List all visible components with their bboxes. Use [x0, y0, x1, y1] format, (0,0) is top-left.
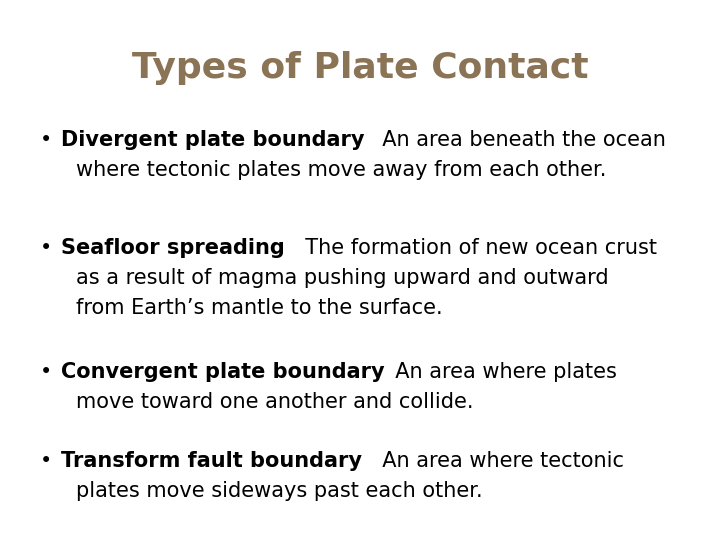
- Text: Convergent plate boundary: Convergent plate boundary: [61, 362, 384, 382]
- Text: An area beneath the ocean: An area beneath the ocean: [369, 130, 665, 150]
- Text: An area where plates: An area where plates: [382, 362, 616, 382]
- Text: •: •: [40, 362, 52, 382]
- Text: Types of Plate Contact: Types of Plate Contact: [132, 51, 588, 85]
- Text: as a result of magma pushing upward and outward: as a result of magma pushing upward and …: [76, 268, 608, 288]
- Text: where tectonic plates move away from each other.: where tectonic plates move away from eac…: [76, 160, 606, 180]
- Text: Transform fault boundary: Transform fault boundary: [61, 451, 362, 471]
- Text: from Earth’s mantle to the surface.: from Earth’s mantle to the surface.: [76, 298, 442, 318]
- Text: •: •: [40, 130, 52, 150]
- Text: •: •: [40, 238, 52, 258]
- Text: Seafloor spreading: Seafloor spreading: [61, 238, 285, 258]
- Text: An area where tectonic: An area where tectonic: [369, 451, 624, 471]
- Text: move toward one another and collide.: move toward one another and collide.: [76, 392, 473, 412]
- Text: The formation of new ocean crust: The formation of new ocean crust: [292, 238, 657, 258]
- Text: plates move sideways past each other.: plates move sideways past each other.: [76, 481, 482, 501]
- Text: Divergent plate boundary: Divergent plate boundary: [61, 130, 365, 150]
- Text: •: •: [40, 451, 52, 471]
